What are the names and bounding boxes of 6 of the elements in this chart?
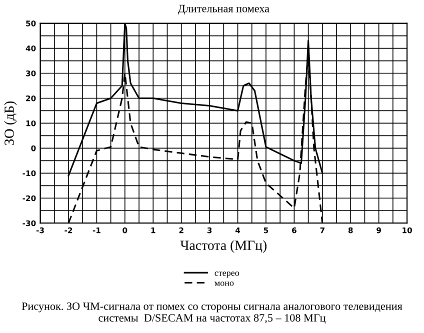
text: Рисунок. ЗО ЧМ-сигнала от помех со стороны сигнала аналогового телевидения системы D/SECAM на частотах 87,5 – 108 МГц [22, 302, 402, 324]
y-axis-title: ЗО (дБ) [4, 101, 17, 145]
x-axis-title: Частота (МГц) [180, 240, 267, 253]
legend-label: моно [214, 282, 234, 286]
chart-title: Длительная помеха [178, 4, 270, 15]
legend-label: стерео [214, 272, 240, 278]
